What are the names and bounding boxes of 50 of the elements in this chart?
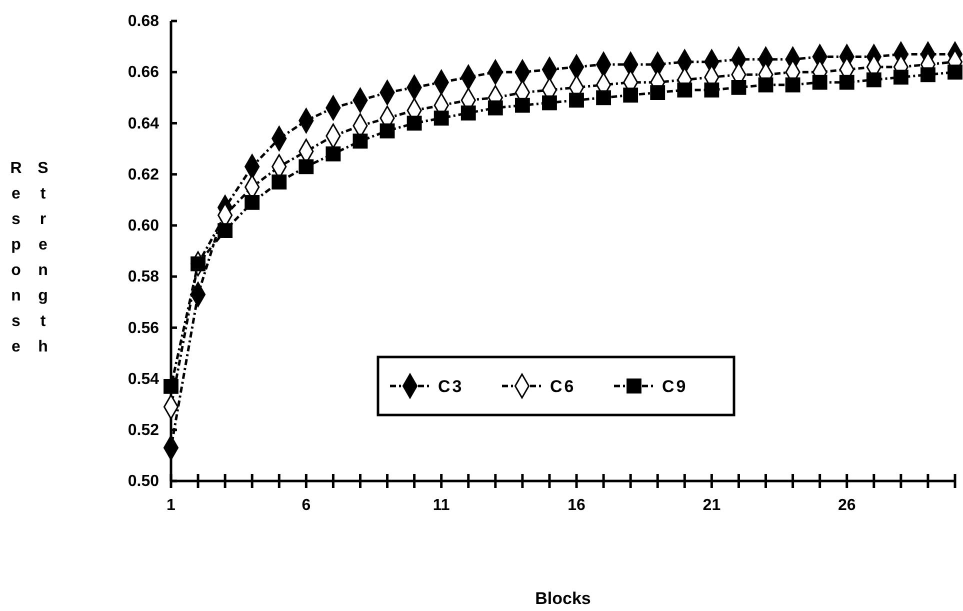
point <box>460 106 476 120</box>
point <box>488 100 503 116</box>
point <box>514 98 530 113</box>
x-tick-label: 21 <box>702 497 721 514</box>
point <box>704 82 720 98</box>
point <box>298 159 314 174</box>
point <box>812 74 828 90</box>
y-tick-label: 0.64 <box>128 115 160 132</box>
x-tick-label: 6 <box>302 497 311 514</box>
point <box>623 88 638 103</box>
y-tick-label: 0.60 <box>128 218 160 235</box>
point <box>785 77 800 92</box>
legend-label: C3 <box>438 377 464 396</box>
y-tick-label: 0.62 <box>128 166 160 184</box>
y-tick-label: 0.54 <box>128 370 160 388</box>
x-tick-label: 16 <box>568 497 586 514</box>
legend-label: C9 <box>662 377 688 396</box>
point <box>244 194 260 210</box>
y-tick-label: 0.66 <box>128 64 160 82</box>
y-tick-label: 0.50 <box>128 473 160 490</box>
point <box>352 134 368 149</box>
point <box>569 92 584 108</box>
x-tick-label: 11 <box>432 497 450 514</box>
point <box>677 82 692 98</box>
point <box>272 174 287 190</box>
point <box>218 223 233 238</box>
point <box>948 64 962 80</box>
y-tick-label: 0.52 <box>128 422 160 440</box>
point <box>758 77 774 92</box>
point <box>406 116 422 131</box>
point <box>326 146 341 162</box>
point <box>164 378 178 394</box>
point <box>893 70 908 85</box>
legend-label: C6 <box>550 377 576 396</box>
point <box>380 123 395 138</box>
point <box>596 90 612 106</box>
point <box>866 72 882 88</box>
point <box>434 110 449 126</box>
y-tick-label: 0.58 <box>128 268 160 286</box>
point <box>650 85 666 100</box>
x-tick-label: 26 <box>838 497 856 514</box>
x-axis-title: Blocks <box>535 589 591 608</box>
x-tick-label: 1 <box>166 497 176 514</box>
point <box>839 74 854 90</box>
y-axis-title: Response Strength <box>8 160 52 364</box>
point <box>731 80 746 95</box>
y-tick-label: 0.56 <box>128 320 160 337</box>
point <box>542 95 557 110</box>
point <box>920 67 936 82</box>
y-tick-label: 0.68 <box>128 13 160 30</box>
